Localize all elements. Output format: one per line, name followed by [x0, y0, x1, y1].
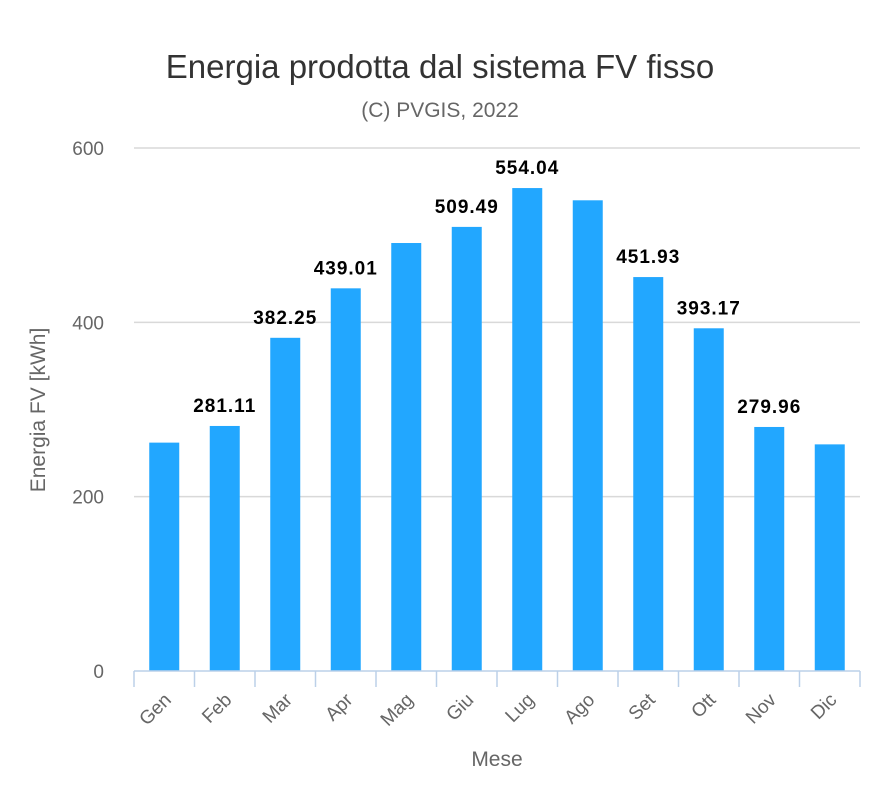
- chart-title: Energia prodotta dal sistema FV fisso: [166, 48, 714, 85]
- x-tick-label: Gen: [136, 690, 176, 730]
- data-labels: 281.11 382.25 439.01 509.49 554.04 451.93 393.…: [193, 158, 801, 418]
- x-tick-label: Mag: [377, 690, 418, 731]
- data-label: 509.49: [435, 197, 499, 218]
- y-axis-title: Energia FV [kWh]: [27, 328, 50, 493]
- data-label: 382.25: [253, 308, 317, 329]
- bar: [512, 188, 543, 671]
- data-label: 451.93: [616, 247, 680, 268]
- gridlines: [134, 147, 860, 498]
- bar: [209, 425, 240, 671]
- bar: [633, 277, 664, 671]
- y-tick-label: 400: [72, 313, 104, 334]
- x-tick-label: Apr: [322, 689, 358, 725]
- bar: [330, 288, 361, 671]
- chart-subtitle: (C) PVGIS, 2022: [361, 99, 519, 122]
- bar: [572, 200, 603, 672]
- bar: [754, 426, 785, 671]
- data-label: 393.17: [677, 298, 741, 319]
- bars: [149, 188, 845, 672]
- data-label: 554.04: [495, 158, 559, 179]
- x-axis-title: Mese: [471, 748, 522, 771]
- x-tick-label: Set: [625, 689, 661, 725]
- data-label: 279.96: [737, 397, 801, 418]
- x-tick-label: Nov: [742, 689, 781, 728]
- data-label: 281.11: [193, 396, 256, 417]
- y-tick-label: 0: [93, 662, 104, 683]
- bar: [693, 328, 724, 671]
- bar: [814, 444, 845, 671]
- bar: [270, 337, 301, 671]
- bar: [451, 226, 482, 672]
- x-tick-label: Dic: [807, 690, 841, 724]
- x-tick-label: Ago: [561, 690, 600, 729]
- x-tick-label: Giu: [443, 690, 479, 726]
- data-label: 439.01: [314, 258, 378, 279]
- x-tick-label: Mar: [259, 689, 297, 727]
- bar: [149, 442, 180, 671]
- bar: [391, 243, 422, 672]
- x-tick-label: Ott: [688, 689, 721, 722]
- y-tick-label: 200: [72, 488, 104, 509]
- x-tick-label: Feb: [198, 690, 236, 728]
- y-tick-label: 600: [72, 139, 104, 160]
- x-tick-label: Lug: [502, 690, 539, 727]
